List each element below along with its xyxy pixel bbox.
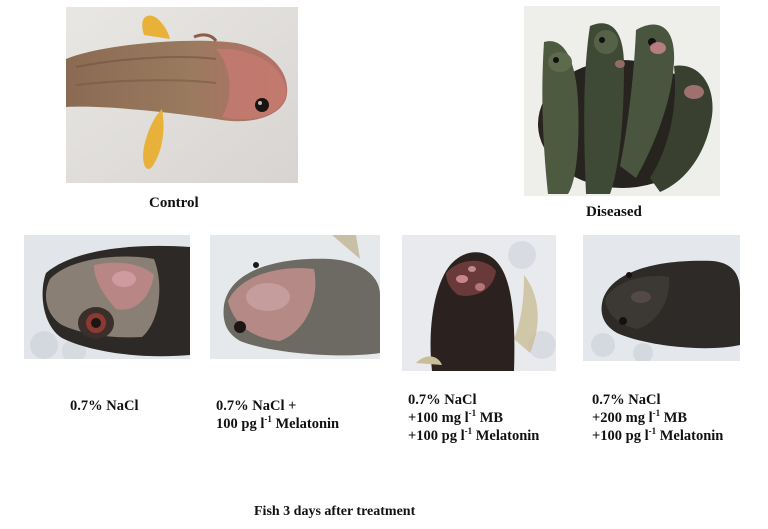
- figure-caption: Fish 3 days after treatment: [254, 504, 416, 519]
- treatment-label-1: 0.7% NaCl: [70, 397, 138, 415]
- treatment-photo-100mb-melatonin: [402, 235, 556, 371]
- treatment-label-line: +100 mg l-1 MB: [408, 408, 504, 426]
- treatment-label-line: +200 mg l-1 MB: [592, 408, 688, 426]
- treatment-label-line: +100 pg l-1 Melatonin: [408, 426, 540, 444]
- treatment-label-3: 0.7% NaCl +100 mg l-1 MB +100 pg l-1 Mel…: [408, 391, 539, 445]
- treatment-photo-200mb-melatonin: [583, 235, 740, 361]
- diseased-label: Diseased: [586, 204, 642, 220]
- treatment-label-line: 0.7% NaCl: [70, 398, 139, 414]
- treatment-photo-nacl: [24, 235, 190, 359]
- control-label: Control: [149, 195, 199, 211]
- treatment-label-4: 0.7% NaCl +200 mg l-1 MB +100 pg l-1 Mel…: [592, 391, 723, 445]
- treatment-label-line: 0.7% NaCl +: [216, 398, 297, 414]
- treatment-label-line: 100 pg l-1 Melatonin: [216, 414, 340, 432]
- diseased-fish-photo: [524, 6, 720, 196]
- control-fish-photo: [66, 7, 298, 183]
- treatment-label-line: 0.7% NaCl: [408, 392, 477, 408]
- treatment-label-2: 0.7% NaCl + 100 pg l-1 Melatonin: [216, 397, 339, 433]
- treatment-label-line: 0.7% NaCl: [592, 392, 661, 408]
- treatment-photo-nacl-melatonin: [210, 235, 380, 359]
- treatment-label-line: +100 pg l-1 Melatonin: [592, 426, 724, 444]
